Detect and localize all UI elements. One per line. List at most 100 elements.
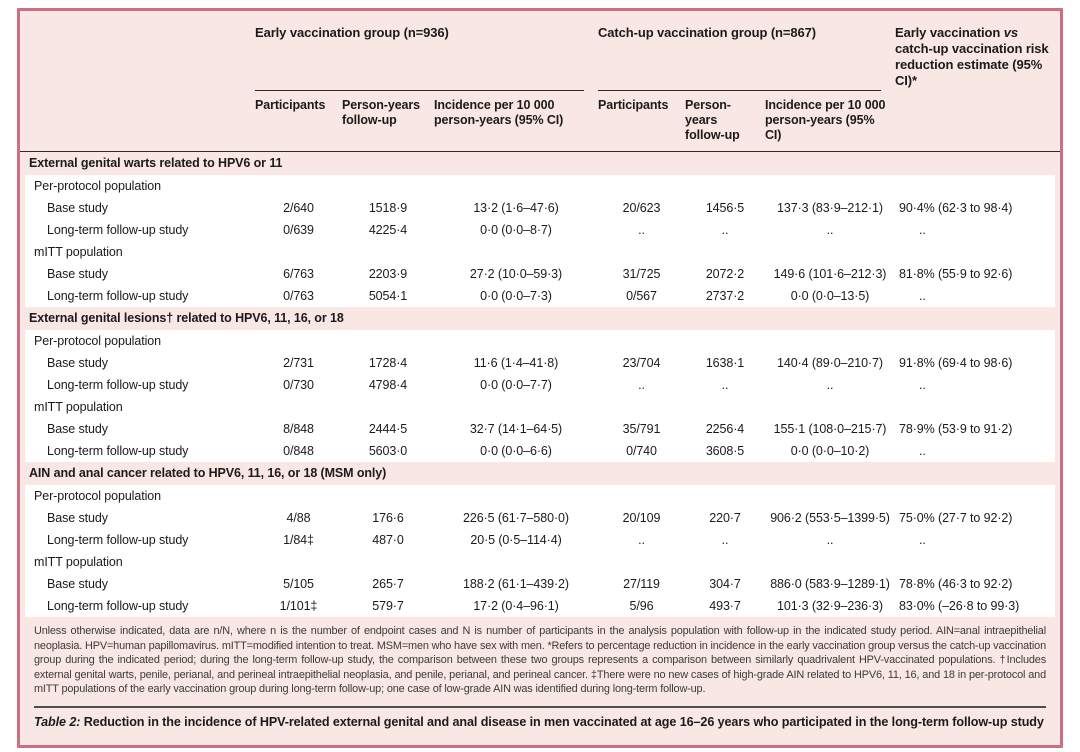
subsection-label: mITT population (34, 555, 123, 569)
table-body: External genital warts related to HPV6 o… (20, 152, 1060, 617)
data-cell: 886·0 (583·9–1289·1) (770, 577, 890, 591)
subheader-early-incidence: Incidence per 10 000 person-years (95% C… (434, 98, 564, 127)
table-row: Base study 8/848 2444·5 32·7 (14·1–64·5) 35/… (25, 418, 1055, 440)
risk-header-post: catch-up vaccination risk reduction esti… (895, 40, 1049, 88)
caption-label: Table 2: (34, 714, 81, 729)
data-cell: 149·6 (101·6–212·3) (773, 267, 887, 281)
data-cell: .. (826, 223, 834, 237)
table-row: Base study 4/88 176·6 226·5 (61·7–580·0) 20/… (25, 507, 1055, 529)
subheader-catchup-incidence: Incidence per 10 000 person-years (95% C… (765, 98, 886, 142)
subsection-label: Per-protocol population (34, 489, 161, 503)
data-cell: 0·0 (0·0–13·5) (790, 289, 870, 303)
subsection-row: Per-protocol population (25, 175, 1055, 197)
data-cell: .. (919, 444, 926, 458)
table-caption: Table 2: Reduction in the incidence of H… (20, 708, 1060, 741)
group-header-catch-up-label: Catch-up vaccination group (n=867) (598, 25, 816, 40)
table-row: Long-term follow-up study 0/730 4798·4 0·0 … (25, 374, 1055, 396)
table2-card: Early vaccination group (n=936) Catch-up… (17, 8, 1063, 748)
data-cell: 140·4 (89·0–210·7) (777, 356, 883, 370)
row-label: Long-term follow-up study (47, 533, 189, 547)
subheader-catchup-participants: Participants (598, 98, 669, 112)
data-cell: 11·6 (1·4–41·8) (473, 356, 559, 370)
row-label: Base study (47, 577, 108, 591)
data-cell: 906·2 (553·5–1399·5) (770, 511, 890, 525)
subheader-catchup-person-years: Person-years follow-up (685, 98, 740, 142)
subheader-early-person-years: Person-years follow-up (342, 98, 421, 127)
data-cell: 0/848 (283, 444, 314, 458)
table-row: Base study 5/105 265·7 188·2 (61·1–439·2) 27… (25, 573, 1055, 595)
data-cell: 1518·9 (368, 201, 408, 215)
data-cell: 4798·4 (368, 378, 408, 392)
data-cell: 81·8% (55·9 to 92·6) (899, 267, 1013, 281)
table-row: Base study 2/731 1728·4 11·6 (1·4–41·8) 23/7… (25, 352, 1055, 374)
data-cell: 0/639 (283, 223, 314, 237)
row-label: Long-term follow-up study (47, 223, 189, 237)
caption-divider (34, 705, 1046, 708)
row-label: Base study (47, 267, 108, 281)
row-label: Base study (47, 511, 108, 525)
data-cell: 20·5 (0·5–114·4) (470, 533, 562, 547)
data-cell: 2256·4 (705, 422, 745, 436)
data-cell: 2/731 (283, 356, 314, 370)
data-cell: 4225·4 (368, 223, 408, 237)
data-cell: 2737·2 (705, 289, 745, 303)
risk-reduction-header: Early vaccination vs catch-up vaccinatio… (895, 23, 1055, 151)
table-row: Long-term follow-up study 1/101‡ 579·7 17·2… (25, 595, 1055, 617)
risk-header-vs: vs (1003, 25, 1019, 40)
data-cell: 101·3 (32·9–236·3) (777, 599, 883, 613)
data-cell: 5054·1 (368, 289, 408, 303)
data-cell: 0/740 (626, 444, 657, 458)
data-cell: .. (721, 378, 729, 392)
data-cell: 265·7 (372, 577, 404, 591)
data-cell: 90·4% (62·3 to 98·4) (899, 201, 1013, 215)
data-cell: 78·8% (46·3 to 92·2) (899, 577, 1013, 591)
table-row: Long-term follow-up study 1/84‡ 487·0 20·5 … (25, 529, 1055, 551)
section-rows: Per-protocol population Base study 2/731 17… (25, 330, 1055, 462)
subsection-label: mITT population (34, 245, 123, 259)
data-cell: 2072·2 (705, 267, 745, 281)
subsection-row: mITT population (25, 241, 1055, 263)
data-cell: .. (721, 223, 729, 237)
data-cell: 0/763 (283, 289, 314, 303)
table-header: Early vaccination group (n=936) Catch-up… (20, 11, 1060, 152)
data-cell: .. (919, 378, 926, 392)
data-cell: 23/704 (622, 356, 661, 370)
data-cell: 1/84‡ (283, 533, 314, 547)
section-rows: Per-protocol population Base study 4/88 176… (25, 485, 1055, 617)
data-cell: 35/791 (622, 422, 661, 436)
data-cell: .. (638, 223, 645, 237)
section-rows: Per-protocol population Base study 2/640 15… (25, 175, 1055, 307)
data-cell: 2444·5 (368, 422, 408, 436)
data-cell: 1456·5 (705, 201, 745, 215)
row-label: Long-term follow-up study (47, 378, 189, 392)
data-cell: 4/88 (286, 511, 311, 525)
data-cell: 137·3 (83·9–212·1) (777, 201, 883, 215)
data-cell: 27·2 (10·0–59·3) (469, 267, 563, 281)
data-cell: 0·0 (0·0–7·3) (480, 289, 552, 303)
row-label: Long-term follow-up study (47, 599, 189, 613)
data-cell: 91·8% (69·4 to 98·6) (899, 356, 1013, 370)
data-cell: 220·7 (709, 511, 741, 525)
group-header-catch-up-vaccination: Catch-up vaccination group (n=867) (598, 23, 881, 91)
data-cell: 8/848 (283, 422, 314, 436)
data-cell: 188·2 (61·1–439·2) (463, 577, 569, 591)
data-cell: .. (638, 378, 645, 392)
data-cell: .. (919, 289, 926, 303)
data-cell: .. (826, 533, 834, 547)
data-cell: 1728·4 (368, 356, 408, 370)
data-cell: 32·7 (14·1–64·5) (469, 422, 563, 436)
data-cell: 6/763 (283, 267, 314, 281)
data-cell: 5/105 (283, 577, 314, 591)
subsection-label: Per-protocol population (34, 179, 161, 193)
group-header-early-vaccination: Early vaccination group (n=936) (255, 23, 584, 91)
data-cell: 226·5 (61·7–580·0) (463, 511, 569, 525)
data-cell: 17·2 (0·4–96·1) (473, 599, 559, 613)
data-cell: 155·1 (108·0–215·7) (773, 422, 887, 436)
risk-header-pre: Early vaccination (895, 25, 1004, 40)
data-cell: 83·0% (–26·8 to 99·3) (899, 599, 1020, 613)
subsection-row: mITT population (25, 396, 1055, 418)
table-row: Long-term follow-up study 0/848 5603·0 0·0 … (25, 440, 1055, 462)
data-cell: 2203·9 (368, 267, 408, 281)
subheader-early-participants: Participants (255, 98, 326, 112)
